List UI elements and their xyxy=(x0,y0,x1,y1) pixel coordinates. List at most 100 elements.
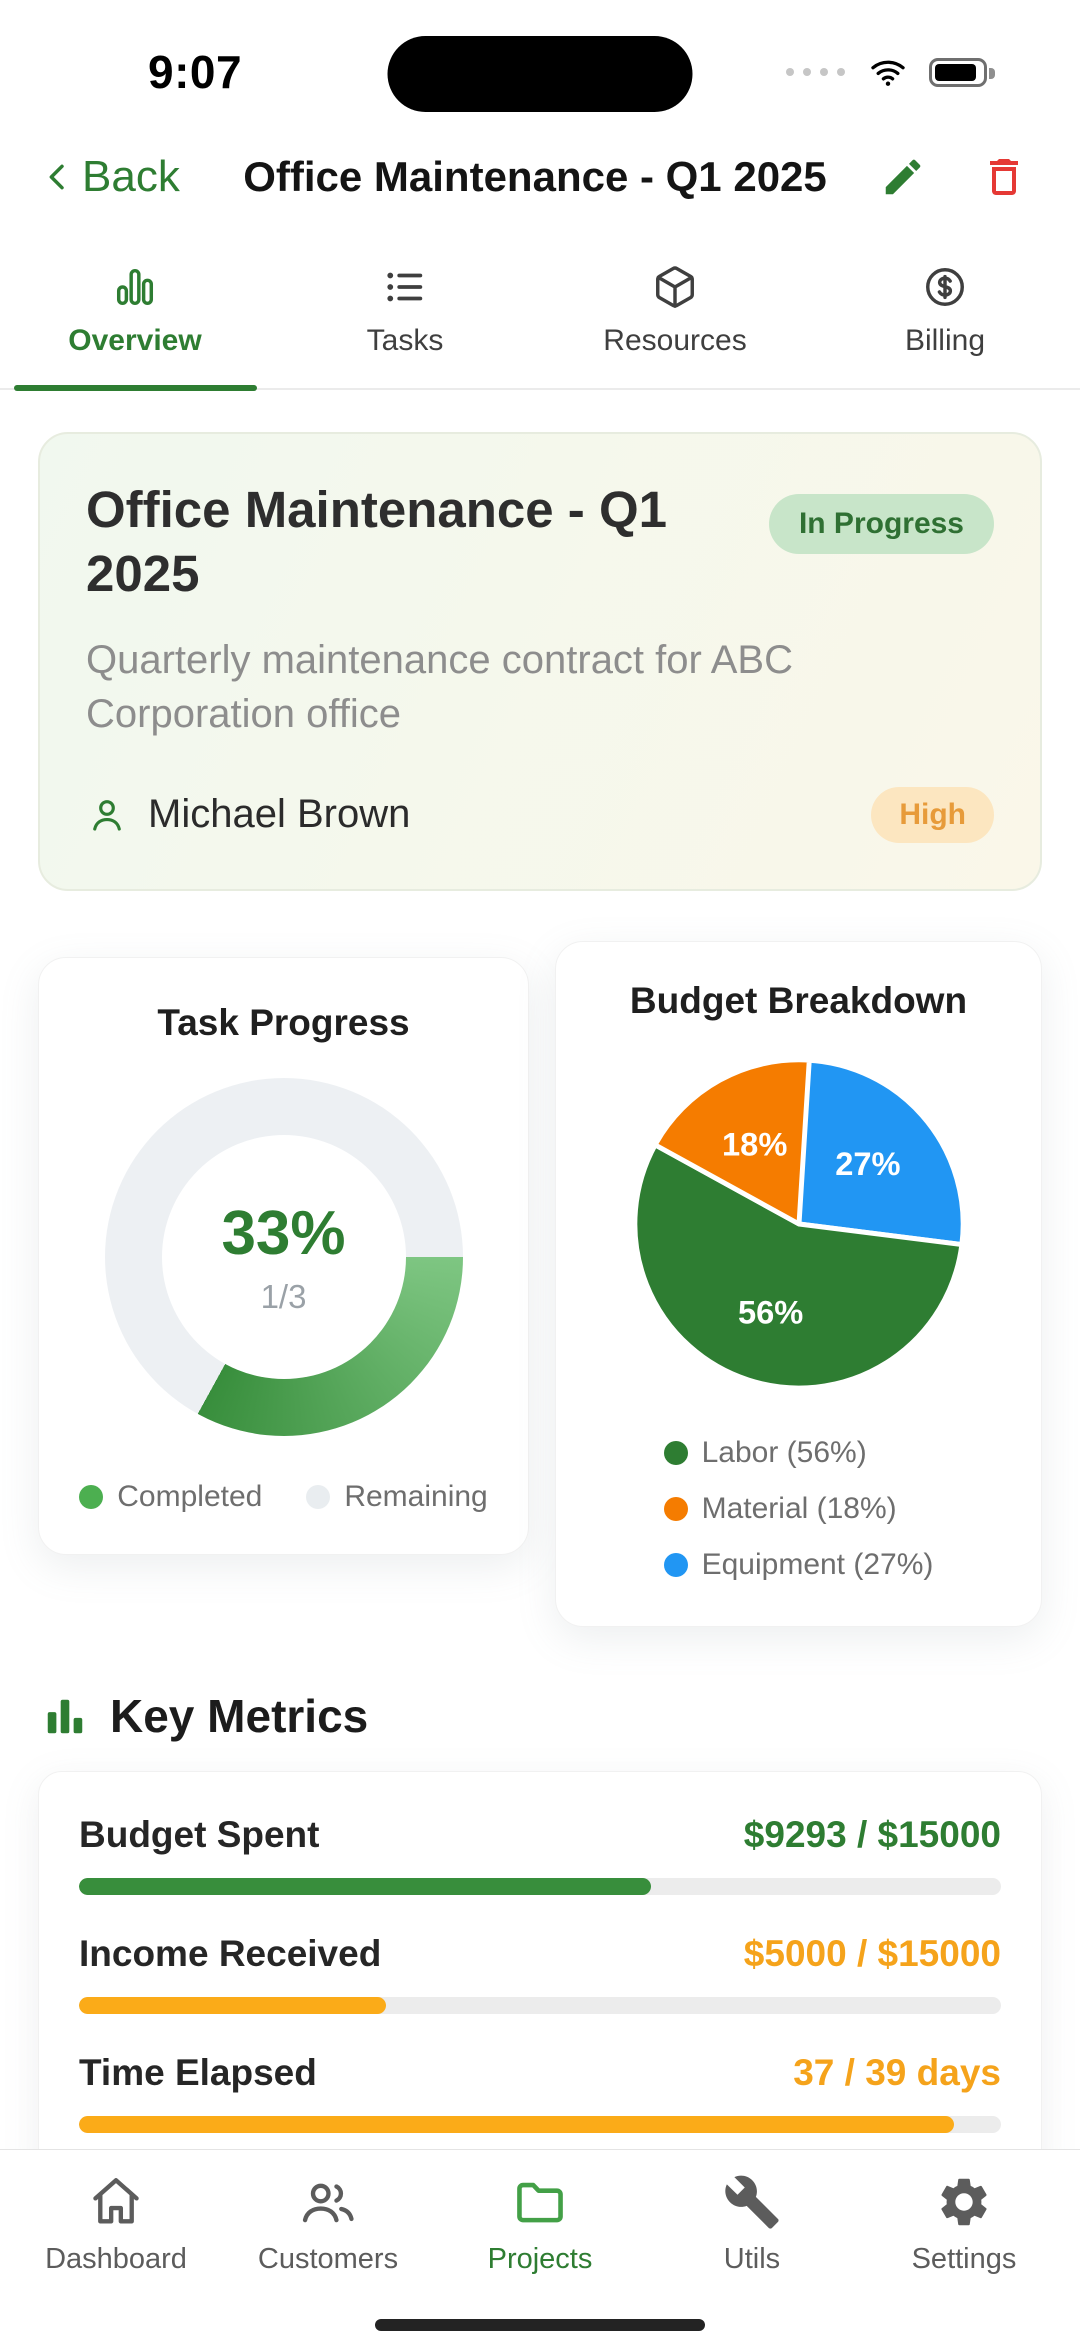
task-progress-title: Task Progress xyxy=(157,1001,410,1043)
status-bar: 9:07 xyxy=(0,0,1080,122)
project-title: Office Maintenance - Q1 2025 xyxy=(86,481,667,603)
budget-breakdown-title: Budget Breakdown xyxy=(629,979,968,1021)
pie-slice-label: 27% xyxy=(835,1145,900,1182)
legend-item: Labor (56%) xyxy=(663,1435,934,1470)
legend-dot xyxy=(79,1484,104,1509)
wrench-icon xyxy=(725,2175,779,2229)
page-header: Back Office Maintenance - Q1 2025 xyxy=(0,122,1080,228)
folder-icon xyxy=(517,2182,563,2223)
delete-button[interactable] xyxy=(980,153,1028,201)
task-progress-card: Task Progress 33% 1/3 Completed Remaining xyxy=(38,956,529,1555)
nav-label: Utils xyxy=(723,2243,781,2275)
progress-track xyxy=(79,1996,1001,2014)
metric-value: $9293 / $15000 xyxy=(743,1813,1001,1855)
donut-center: 33% 1/3 xyxy=(161,1134,406,1379)
nav-label: Customers xyxy=(257,2243,399,2275)
metric-row: Budget Spent $9293 / $15000 xyxy=(79,1814,1001,1895)
project-summary-card: Office Maintenance - Q1 2025 In Progress… xyxy=(38,432,1042,891)
wifi-icon xyxy=(871,60,905,86)
header-actions xyxy=(827,153,1028,201)
progress-track xyxy=(79,1877,1001,1895)
edit-pencil-icon xyxy=(885,159,921,195)
battery-icon xyxy=(929,57,995,87)
budget-breakdown-card: Budget Breakdown 27% 56% 18% Labor (56%) Ma… xyxy=(555,940,1042,1627)
people-icon xyxy=(302,2183,354,2223)
nav-item-customers[interactable]: Customers xyxy=(222,2172,434,2277)
gear-icon xyxy=(941,2178,987,2226)
nav-item-projects[interactable]: Projects xyxy=(434,2172,646,2277)
package-icon xyxy=(656,266,694,308)
metric-label: Budget Spent xyxy=(79,1813,320,1855)
chevron-left-icon xyxy=(49,164,64,190)
home-icon xyxy=(93,2178,139,2224)
priority-badge: High xyxy=(871,786,994,843)
legend-label: Labor (56%) xyxy=(701,1435,867,1469)
progress-fill xyxy=(79,1996,387,2014)
pie-slice-labor xyxy=(631,1141,964,1390)
tab-label: Tasks xyxy=(366,324,444,357)
legend-item: Equipment (27%) xyxy=(663,1547,934,1582)
home-indicator-bar[interactable] xyxy=(375,2319,705,2331)
task-progress-legend: Completed Remaining xyxy=(67,1480,500,1514)
metric-label: Income Received xyxy=(79,1932,382,1974)
key-metrics-heading: Key Metrics xyxy=(42,1689,1038,1743)
tab-billing[interactable]: Billing xyxy=(810,254,1080,388)
nav-label: Settings xyxy=(911,2243,1017,2275)
status-time: 9:07 xyxy=(148,46,243,98)
status-icons xyxy=(786,53,995,91)
budget-breakdown-legend: Labor (56%) Material (18%) Equipment (27%) xyxy=(663,1435,934,1582)
nav-item-dashboard[interactable]: Dashboard xyxy=(10,2172,222,2277)
legend-label: Completed xyxy=(117,1479,263,1513)
progress-fill xyxy=(79,1877,651,1895)
metric-row: Income Received $5000 / $15000 xyxy=(79,1933,1001,2014)
tab-label: Resources xyxy=(603,324,747,357)
metric-label: Time Elapsed xyxy=(79,2051,317,2093)
pie-slice-material xyxy=(652,1056,812,1226)
edit-button[interactable] xyxy=(880,154,926,200)
dynamic-island xyxy=(387,36,693,112)
budget-pie-chart: 27% 56% 18% xyxy=(631,1056,966,1390)
nav-item-settings[interactable]: Settings xyxy=(858,2172,1070,2277)
legend-label: Equipment (27%) xyxy=(701,1547,934,1581)
legend-label: Remaining xyxy=(344,1479,488,1513)
person-icon xyxy=(93,799,121,831)
tab-bar: Overview Tasks Resources Billing xyxy=(0,254,1080,391)
pie-slice-equipment xyxy=(796,1056,966,1247)
status-badge: In Progress xyxy=(768,494,994,554)
bottom-nav: Dashboard Customers Projects Utils Setti… xyxy=(0,2149,1080,2347)
legend-item: Remaining xyxy=(306,1479,488,1514)
charts-row: Task Progress 33% 1/3 Completed Remaining… xyxy=(38,940,1042,1627)
tab-overview[interactable]: Overview xyxy=(0,254,270,391)
tab-label: Billing xyxy=(904,324,986,357)
key-metrics-card: Budget Spent $9293 / $15000 Income Receive… xyxy=(38,1770,1042,2184)
back-button[interactable]: Back xyxy=(42,152,243,202)
pie-slice-label: 56% xyxy=(737,1293,802,1330)
project-description: Quarterly maintenance contract for ABC C… xyxy=(86,637,793,736)
tab-label: Overview xyxy=(68,324,202,357)
legend-dot xyxy=(306,1484,331,1509)
bar-chart-icon xyxy=(116,268,154,306)
cellular-signal-icon xyxy=(786,68,845,76)
legend-dot xyxy=(663,1496,688,1521)
metrics-bars-icon xyxy=(47,1699,83,1733)
progress-track xyxy=(79,2115,1001,2133)
active-tab-underline xyxy=(13,385,257,391)
tab-resources[interactable]: Resources xyxy=(540,254,810,388)
nav-label: Dashboard xyxy=(45,2243,187,2275)
back-label: Back xyxy=(82,152,180,201)
nav-item-utils[interactable]: Utils xyxy=(646,2172,858,2277)
legend-label: Material (18%) xyxy=(701,1491,897,1525)
project-owner: Michael Brown xyxy=(148,792,411,836)
dollar-circle-icon xyxy=(926,268,964,306)
tab-tasks[interactable]: Tasks xyxy=(270,254,540,388)
trash-icon xyxy=(990,159,1018,195)
page-title: Office Maintenance - Q1 2025 xyxy=(243,153,827,200)
donut-fraction-label: 1/3 xyxy=(260,1277,307,1315)
metric-value: $5000 / $15000 xyxy=(743,1932,1001,1974)
legend-item: Completed xyxy=(79,1480,262,1514)
metric-value: 37 / 39 days xyxy=(793,2051,1001,2093)
list-icon xyxy=(387,272,423,302)
key-metrics-title: Key Metrics xyxy=(110,1689,369,1742)
pie-slice-label: 18% xyxy=(722,1125,787,1162)
legend-dot xyxy=(663,1552,688,1577)
